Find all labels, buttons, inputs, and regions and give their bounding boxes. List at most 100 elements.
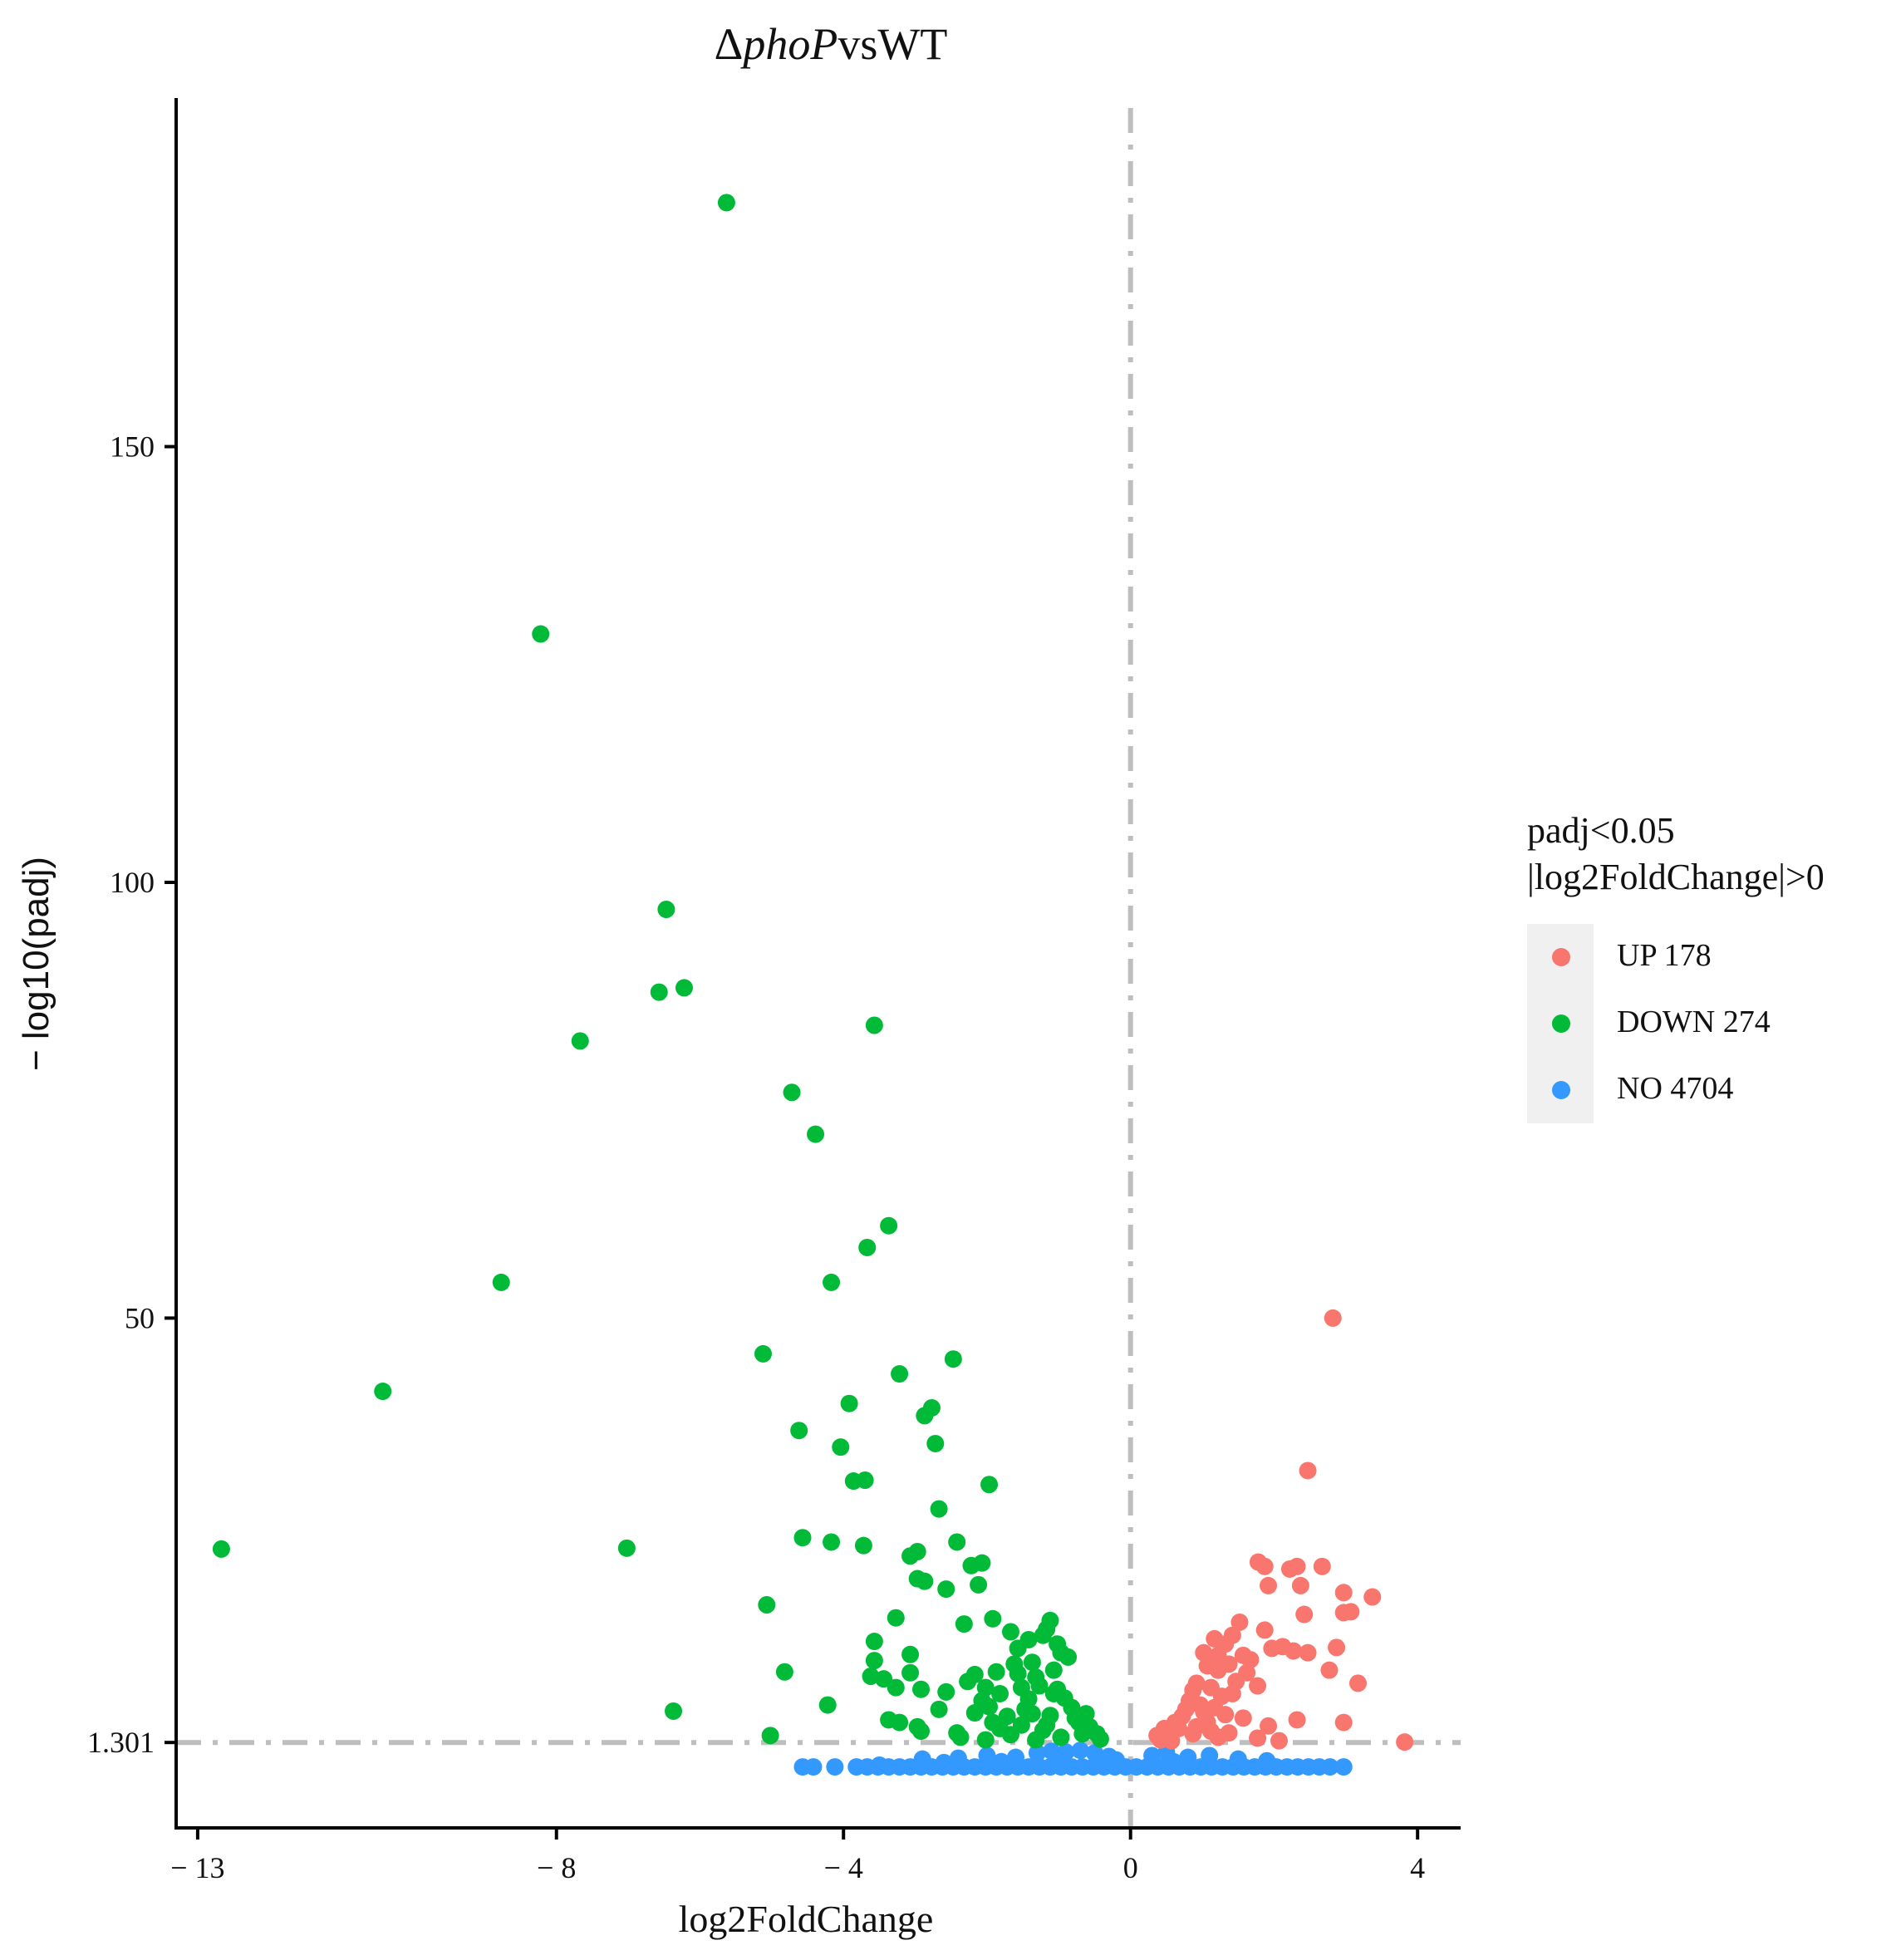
- point-no-53: [1028, 1744, 1046, 1762]
- point-up-59: [1209, 1661, 1227, 1679]
- point-up-20: [1284, 1642, 1303, 1660]
- point-down-31: [617, 1539, 636, 1557]
- legend-down-dot: [1552, 1014, 1570, 1033]
- point-up-9: [1334, 1584, 1353, 1602]
- point-down-79: [665, 1702, 683, 1720]
- point-down-53: [901, 1645, 920, 1663]
- point-down-23: [856, 1471, 874, 1490]
- point-down-0: [717, 194, 735, 212]
- point-down-11: [492, 1273, 510, 1291]
- point-down-107: [1044, 1684, 1063, 1702]
- point-down-41: [758, 1595, 776, 1614]
- x-tick-label-3: 0: [1123, 1851, 1138, 1884]
- point-up-13: [1295, 1605, 1314, 1624]
- legend-title-line1: padj<0.05: [1527, 810, 1675, 851]
- point-up-5: [1288, 1557, 1306, 1575]
- point-down-2: [657, 900, 675, 918]
- point-down-12: [823, 1273, 841, 1291]
- point-down-13: [754, 1344, 772, 1363]
- legend: padj<0.05 |log2FoldChange|>0 UP 178 DOWN…: [1527, 808, 1825, 1123]
- point-up-66: [1206, 1698, 1224, 1717]
- point-no-50: [949, 1749, 967, 1767]
- point-down-17: [916, 1407, 934, 1425]
- point-no-48: [1334, 1758, 1353, 1776]
- point-no-2: [826, 1758, 844, 1776]
- point-down-98: [1063, 1698, 1081, 1717]
- chart-title: ΔphoPvsWT: [714, 19, 948, 69]
- point-down-54: [865, 1652, 883, 1670]
- point-up-57: [1223, 1684, 1241, 1702]
- y-tick-label-1: 50: [125, 1301, 155, 1334]
- point-down-66: [976, 1678, 995, 1697]
- point-down-3: [675, 979, 693, 997]
- point-down-40: [916, 1572, 934, 1590]
- point-up-65: [1187, 1717, 1206, 1736]
- point-up-30: [1320, 1661, 1338, 1679]
- point-down-27: [793, 1529, 812, 1547]
- legend-down-label: DOWN 274: [1617, 1005, 1771, 1039]
- point-no-67: [1165, 1752, 1183, 1771]
- point-down-112: [1038, 1716, 1056, 1734]
- point-no-63: [1229, 1750, 1247, 1768]
- point-no-64: [1258, 1751, 1276, 1770]
- point-down-1: [532, 625, 550, 643]
- point-up-15: [1255, 1621, 1274, 1639]
- y-tick-label-3: 150: [110, 430, 155, 464]
- point-down-110: [984, 1713, 1002, 1732]
- point-down-6: [571, 1032, 589, 1050]
- legend-item-up: UP 178: [1527, 924, 1793, 990]
- point-down-20: [832, 1438, 850, 1456]
- point-down-108: [1023, 1705, 1041, 1723]
- point-no-56: [1071, 1741, 1089, 1760]
- x-tick-label-2: − 4: [824, 1851, 863, 1884]
- point-up-67: [1220, 1724, 1238, 1742]
- point-no-69: [870, 1756, 888, 1774]
- point-down-78: [818, 1696, 837, 1714]
- point-down-100: [980, 1697, 999, 1716]
- point-down-80: [965, 1704, 984, 1722]
- point-down-4: [650, 983, 668, 1001]
- point-no-66: [935, 1753, 953, 1771]
- series-no: [793, 1741, 1353, 1776]
- legend-no-dot: [1552, 1081, 1570, 1099]
- point-down-57: [1044, 1661, 1063, 1679]
- point-up-58: [1238, 1663, 1256, 1682]
- point-down-70: [887, 1678, 905, 1697]
- x-tick-label-1: − 8: [537, 1851, 576, 1884]
- point-up-53: [1270, 1732, 1288, 1750]
- point-up-54: [1260, 1717, 1278, 1735]
- point-up-8: [1291, 1576, 1309, 1594]
- point-down-49: [1034, 1626, 1052, 1644]
- point-down-106: [1091, 1730, 1109, 1748]
- point-up-43: [1288, 1711, 1306, 1729]
- point-down-29: [854, 1536, 872, 1555]
- point-down-111: [1077, 1705, 1095, 1723]
- point-up-1: [1299, 1461, 1317, 1480]
- axes: − 13 − 8 − 4 0 4 1.301 50 100 150: [87, 98, 1461, 1884]
- point-down-19: [790, 1422, 808, 1440]
- y-axis-label: − log10(padj): [16, 857, 56, 1071]
- point-down-77: [930, 1700, 948, 1718]
- point-down-14: [944, 1350, 962, 1368]
- point-up-14: [1230, 1613, 1249, 1631]
- point-down-62: [987, 1663, 1005, 1681]
- point-down-10: [858, 1238, 877, 1256]
- point-down-21: [926, 1434, 945, 1452]
- point-no-51: [978, 1746, 996, 1765]
- point-down-93: [1052, 1728, 1070, 1746]
- point-down-43: [984, 1609, 1002, 1628]
- point-down-101: [1005, 1655, 1024, 1673]
- legend-up-dot: [1552, 948, 1570, 966]
- point-down-109: [948, 1724, 966, 1742]
- point-up-44: [1334, 1713, 1353, 1732]
- point-down-52: [1009, 1639, 1027, 1658]
- point-down-48: [865, 1633, 883, 1651]
- point-no-70: [1049, 1751, 1068, 1770]
- point-no-61: [1179, 1748, 1197, 1766]
- series-down: [212, 194, 1109, 1749]
- point-down-26: [930, 1500, 948, 1518]
- point-up-32: [1249, 1677, 1267, 1695]
- point-down-7: [783, 1083, 801, 1102]
- point-down-47: [1001, 1623, 1019, 1641]
